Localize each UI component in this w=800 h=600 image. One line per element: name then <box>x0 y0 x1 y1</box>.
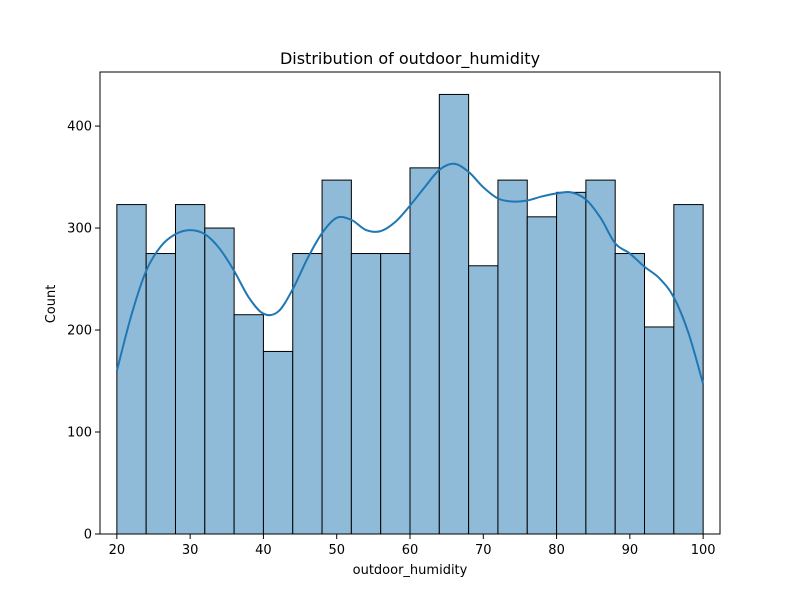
x-tick-label: 50 <box>328 543 345 558</box>
y-tick-label: 400 <box>67 120 92 135</box>
kde-curve <box>115 162 705 385</box>
histogram-bar <box>174 204 206 535</box>
histogram-bar <box>468 265 499 535</box>
x-tick-label: 70 <box>475 543 492 558</box>
y-tick-label: 100 <box>67 426 92 441</box>
x-axis-ticks: 20 30 40 50 60 70 80 90 100 <box>109 534 716 558</box>
x-tick-label: 90 <box>622 543 639 558</box>
y-axis-ticks: 0 100 200 300 400 <box>67 120 100 543</box>
histogram-bar <box>145 253 176 535</box>
histogram-bar <box>497 179 528 535</box>
histogram-bar <box>409 167 440 535</box>
x-tick-label: 30 <box>182 543 199 558</box>
x-axis-label: outdoor_humidity <box>353 563 468 578</box>
histogram-bar <box>350 253 382 535</box>
histogram-bar <box>556 191 587 535</box>
histogram-bar <box>321 179 352 535</box>
x-tick-label: 100 <box>691 543 716 558</box>
histogram-bar <box>526 216 558 535</box>
y-tick-label: 0 <box>84 528 92 543</box>
x-tick-label: 40 <box>255 543 272 558</box>
x-tick-label: 20 <box>109 543 126 558</box>
chart-title: Distribution of outdoor_humidity <box>280 49 540 69</box>
histogram-bar <box>262 350 294 535</box>
histogram-bar <box>673 204 704 535</box>
histogram-bar <box>116 204 147 535</box>
histogram-bar <box>380 253 411 535</box>
histogram-bar <box>614 253 646 535</box>
histogram-bar <box>585 179 616 535</box>
x-tick-label: 60 <box>402 543 419 558</box>
y-tick-label: 300 <box>67 222 92 237</box>
bars-group <box>116 93 704 535</box>
histogram-bar <box>438 93 470 535</box>
y-tick-label: 200 <box>67 324 92 339</box>
y-axis-label: Count <box>44 285 59 324</box>
x-tick-label: 80 <box>548 543 565 558</box>
histogram-bar <box>644 326 675 535</box>
histogram-bar <box>233 314 264 535</box>
histogram-bar <box>204 227 235 535</box>
histogram-bar <box>292 253 323 535</box>
